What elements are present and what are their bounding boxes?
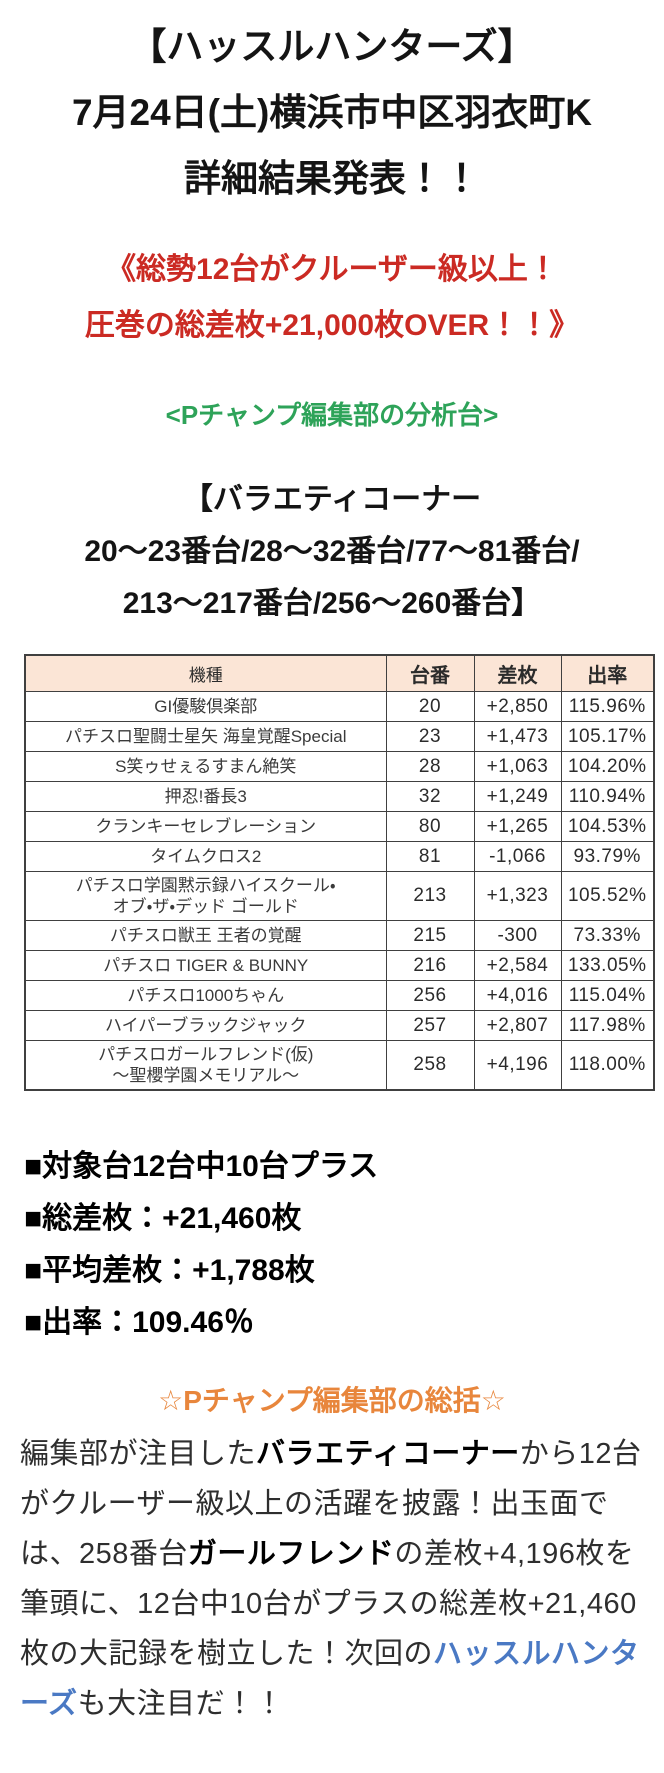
summary-paragraph: 編集部が注目したバラエティコーナーから12台がクルーザー級以上の活躍を披露！出玉… bbox=[20, 1429, 650, 1757]
machine-name: パチスロ1000ちゃん bbox=[24, 980, 387, 1011]
diff-medals: +1,473 bbox=[473, 721, 562, 752]
analysis-tag: <Pチャンプ編集部の分析台> bbox=[165, 400, 499, 430]
summary-heading: ☆Pチャンプ編集部の総括☆ bbox=[158, 1385, 506, 1416]
diff-medals: -1,066 bbox=[473, 841, 562, 872]
article-title-line-3: 詳細結果発表！！ bbox=[184, 158, 480, 199]
table-row: パチスロガールフレンド(仮) 〜聖櫻学園メモリアル〜 258 +4,196 11… bbox=[24, 1040, 655, 1091]
table-row: 押忍!番長3 32 +1,249 110.94% bbox=[24, 781, 655, 812]
payout-rate: 133.05% bbox=[560, 950, 655, 981]
summary-segment: の差枚+4,196枚を筆頭に、12台中10台がプラスの総差枚+21,460枚の大… bbox=[20, 1538, 637, 1670]
unit-number: 257 bbox=[385, 1010, 475, 1041]
payout-rate: 117.98% bbox=[560, 1010, 655, 1041]
corner-heading: 【バラエティコーナー 20〜23番台/28〜32番台/77〜81番台/ 213〜… bbox=[0, 474, 664, 630]
summary-segment-bold: バラエティコーナー bbox=[256, 1438, 520, 1470]
unit-number: 20 bbox=[385, 691, 475, 722]
corner-heading-line-3: 213〜217番台/256〜260番台】 bbox=[122, 587, 542, 620]
table-row: パチスロ1000ちゃん 256 +4,016 115.04% bbox=[24, 980, 655, 1011]
article-title-line-2: 7月24日(土)横浜市中区羽衣町K bbox=[71, 92, 593, 133]
summary-segment: も大注目だ！！ bbox=[77, 1688, 285, 1720]
payout-rate: 115.04% bbox=[560, 980, 655, 1011]
unit-number: 216 bbox=[385, 950, 475, 981]
column-header-machine: 機種 bbox=[24, 654, 387, 692]
diff-medals: +4,196 bbox=[473, 1040, 562, 1091]
diff-medals: +1,063 bbox=[473, 751, 562, 782]
article-title: 【ハッスルハンターズ】 7月24日(土)横浜市中区羽衣町K 詳細結果発表！！ bbox=[0, 14, 664, 212]
unit-number: 256 bbox=[385, 980, 475, 1011]
table-row: パチスロ獣王 王者の覚醒 215 -300 73.33% bbox=[24, 920, 655, 951]
table-header-row: 機種 台番 差枚 出率 bbox=[24, 654, 655, 692]
corner-heading-line-1: 【バラエティコーナー bbox=[182, 483, 482, 516]
diff-medals: +1,265 bbox=[473, 811, 562, 842]
table-row: パチスロ聖闘士星矢 海皇覚醒Special 23 +1,473 105.17% bbox=[24, 721, 655, 752]
highlight-banner: 《総勢12台がクルーザー級以上！ 圧巻の総差枚+21,000枚OVER！！》 bbox=[0, 242, 664, 354]
table-row: パチスロ学園黙示録ハイスクール・ オブ・ザ・デッド ゴールド 213 +1,32… bbox=[24, 871, 655, 921]
column-header-diff: 差枚 bbox=[473, 654, 562, 692]
diff-medals: +2,584 bbox=[473, 950, 562, 981]
machine-name: タイムクロス2 bbox=[24, 841, 387, 872]
payout-rate: 93.79% bbox=[560, 841, 655, 872]
results-table: 機種 台番 差枚 出率 GI優駿倶楽部 20 +2,850 115.96% パチ… bbox=[24, 654, 655, 1091]
highlight-line-1: 《総勢12台がクルーザー級以上！ bbox=[106, 253, 558, 286]
table-row: タイムクロス2 81 -1,066 93.79% bbox=[24, 841, 655, 872]
unit-number: 28 bbox=[385, 751, 475, 782]
payout-rate: 105.17% bbox=[560, 721, 655, 752]
diff-medals: +1,249 bbox=[473, 781, 562, 812]
diff-medals: +2,807 bbox=[473, 1010, 562, 1041]
summary-segment-bold: ガールフレンド bbox=[187, 1538, 395, 1570]
diff-medals: +1,323 bbox=[473, 871, 562, 921]
machine-name: パチスロ獣王 王者の覚醒 bbox=[24, 920, 387, 951]
page: { "theme": { "red": "#cb2a23", "green": … bbox=[0, 14, 664, 1773]
column-header-rate: 出率 bbox=[560, 654, 655, 692]
stats-summary: ■対象台12台中10台プラス ■総差枚：+21,460枚 ■平均差枚：+1,78… bbox=[24, 1141, 664, 1349]
table-row: ハイパーブラックジャック 257 +2,807 117.98% bbox=[24, 1010, 655, 1041]
unit-number: 32 bbox=[385, 781, 475, 812]
unit-number: 215 bbox=[385, 920, 475, 951]
highlight-line-2: 圧巻の総差枚+21,000枚OVER！！》 bbox=[84, 309, 580, 342]
corner-heading-line-2: 20〜23番台/28〜32番台/77〜81番台/ bbox=[84, 535, 580, 568]
machine-name: 押忍!番長3 bbox=[24, 781, 387, 812]
unit-number: 23 bbox=[385, 721, 475, 752]
table-row: クランキーセレブレーション 80 +1,265 104.53% bbox=[24, 811, 655, 842]
column-header-unit: 台番 bbox=[385, 654, 475, 692]
table-row: S笑ゥせぇるすまん絶笑 28 +1,063 104.20% bbox=[24, 751, 655, 782]
machine-name: パチスロ聖闘士星矢 海皇覚醒Special bbox=[24, 721, 387, 752]
diff-medals: -300 bbox=[473, 920, 562, 951]
summary-segment: 編集部が注目した bbox=[20, 1438, 257, 1470]
payout-rate: 73.33% bbox=[560, 920, 655, 951]
table-row: パチスロ TIGER & BUNNY 216 +2,584 133.05% bbox=[24, 950, 655, 981]
payout-rate: 118.00% bbox=[560, 1040, 655, 1091]
diff-medals: +2,850 bbox=[473, 691, 562, 722]
machine-name: パチスロガールフレンド(仮) 〜聖櫻学園メモリアル〜 bbox=[24, 1040, 387, 1091]
machine-name: S笑ゥせぇるすまん絶笑 bbox=[24, 751, 387, 782]
summary-segment: から12台がクルーザー級以上の活躍を披露！出玉面では、258番台 bbox=[20, 1438, 642, 1570]
machine-name: クランキーセレブレーション bbox=[24, 811, 387, 842]
payout-rate: 104.20% bbox=[560, 751, 655, 782]
hustle-hunters-link[interactable]: ハッスルハンターズ bbox=[20, 1638, 640, 1720]
table-row: GI優駿倶楽部 20 +2,850 115.96% bbox=[24, 691, 655, 722]
payout-rate: 115.96% bbox=[560, 691, 655, 722]
unit-number: 80 bbox=[385, 811, 475, 842]
diff-medals: +4,016 bbox=[473, 980, 562, 1011]
machine-name: GI優駿倶楽部 bbox=[24, 691, 387, 722]
machine-name: パチスロ学園黙示録ハイスクール・ オブ・ザ・デッド ゴールド bbox=[24, 871, 387, 921]
unit-number: 213 bbox=[385, 871, 475, 921]
unit-number: 81 bbox=[385, 841, 475, 872]
stat-plus-machines: ■対象台12台中10台プラス bbox=[24, 1150, 379, 1183]
machine-name: パチスロ TIGER & BUNNY bbox=[24, 950, 387, 981]
payout-rate: 104.53% bbox=[560, 811, 655, 842]
machine-name: ハイパーブラックジャック bbox=[24, 1010, 387, 1041]
payout-rate: 105.52% bbox=[560, 871, 655, 921]
payout-rate: 110.94% bbox=[560, 781, 655, 812]
unit-number: 258 bbox=[385, 1040, 475, 1091]
article-title-line-1: 【ハッスルハンターズ】 bbox=[129, 26, 535, 67]
stat-average-diff: ■平均差枚：+1,788枚 bbox=[24, 1254, 315, 1287]
stat-total-diff: ■総差枚：+21,460枚 bbox=[24, 1202, 302, 1235]
stat-payout-rate: ■出率：109.46％ bbox=[24, 1306, 254, 1339]
